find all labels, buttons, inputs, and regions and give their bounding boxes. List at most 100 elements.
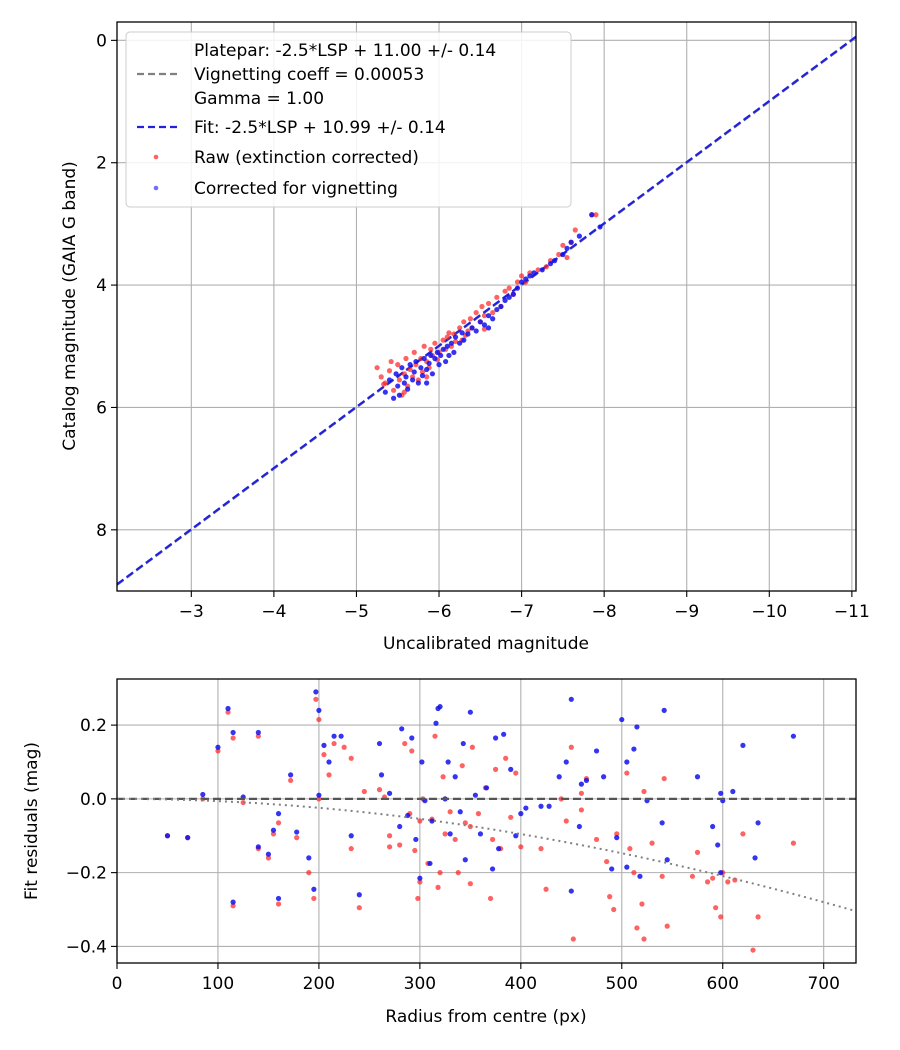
raw-point [316,796,322,802]
raw-point [508,814,514,820]
legend-platepar: Platepar: -2.5*LSP + 11.00 +/- 0.14 [194,41,496,61]
corrected-point [407,362,413,368]
raw-point [288,777,294,784]
top-ticks: −3 −4 −5 −6 −7 −8 −9 −10 −11 0 2 4 6 8 [96,31,870,622]
corrected-point [601,774,607,780]
x-tick-label: 300 [404,974,436,994]
raw-point [215,748,221,754]
x-tick-label: −11 [834,602,870,622]
bottom-scatter-points [164,689,797,953]
corrected-point [421,355,427,362]
corrected-point [434,349,440,355]
raw-point [417,879,423,885]
corrected-point [462,857,468,863]
corrected-point [502,297,508,303]
raw-point [396,377,402,383]
corrected-point [419,759,425,765]
corrected-point [539,267,545,273]
raw-point [388,358,394,365]
raw-point [489,836,496,843]
raw-point [452,338,459,344]
raw-point [316,716,322,723]
corrected-point [452,334,459,340]
corrected-point [393,371,399,377]
raw-point [361,788,367,795]
corrected-point [376,740,383,747]
raw-point [506,285,512,291]
raw-point [432,733,438,739]
corrected-point [661,707,667,713]
corrected-point [428,352,434,359]
corrected-point [275,895,282,902]
raw-point [639,901,645,907]
legend: Platepar: -2.5*LSP + 11.00 +/- 0.14 Vign… [125,31,572,208]
corrected-point [790,733,797,739]
corrected-point [316,792,322,798]
corrected-point [609,866,615,872]
y-tick-label: 0 [96,31,107,51]
corrected-point [432,355,438,362]
raw-point [556,251,562,258]
raw-point [568,744,574,750]
raw-point [518,273,525,279]
corrected-point [576,233,582,239]
corrected-point [417,875,423,881]
y-tick-label: 0.2 [80,716,107,736]
corrected-point [547,261,554,267]
raw-point [689,873,696,879]
corrected-point [560,251,566,258]
corrected-point [348,833,354,839]
raw-point [386,844,393,850]
raw-point [572,227,578,233]
raw-point [725,879,731,885]
legend-fit: Fit: -2.5*LSP + 10.99 +/- 0.14 [194,118,446,138]
x-tick-label: 600 [707,974,739,994]
corrected-point [437,704,443,710]
x-tick-label: 0 [112,974,123,994]
corrected-point [401,380,407,386]
corrected-point [433,720,439,726]
y-tick-label: −0.4 [66,937,107,957]
corrected-point [469,325,475,331]
corrected-point [405,386,411,392]
x-tick-label: −5 [344,602,369,622]
raw-point [407,366,413,373]
bottom-y-axis-label: Fit residuals (mag) [22,742,42,900]
corrected-point [710,823,716,830]
raw-point [790,840,797,846]
corrected-point [448,340,455,346]
corrected-point [730,788,736,795]
raw-point [755,914,761,920]
raw-point [356,905,362,911]
corrected-point [413,358,419,365]
raw-point [710,875,716,881]
corrected-point [230,899,236,905]
x-tick-label: 400 [505,974,537,994]
raw-point [382,380,388,386]
raw-point [225,709,231,715]
corrected-point [356,892,362,898]
corrected-point [568,239,574,245]
corrected-point [508,766,514,772]
raw-point [611,906,617,913]
corrected-point [399,726,405,732]
raw-point [386,368,393,374]
corrected-point [391,395,397,401]
raw-point [428,346,434,352]
raw-point [306,870,312,876]
raw-point [457,325,463,331]
corrected-point [306,855,312,861]
raw-point [341,744,347,750]
x-tick-label: 200 [303,974,335,994]
raw-point [513,770,519,776]
legend-blue-dot-swatch [153,185,159,191]
legend-vignetting-coeff: Vignetting coeff = 0.00053 [194,65,424,85]
raw-point [535,267,541,273]
corrected-point [313,689,319,695]
corrected-point [413,836,419,843]
raw-point [437,870,443,876]
corrected-point [265,851,272,857]
raw-point [374,365,380,371]
corrected-point [752,855,758,861]
corrected-point [255,729,261,736]
